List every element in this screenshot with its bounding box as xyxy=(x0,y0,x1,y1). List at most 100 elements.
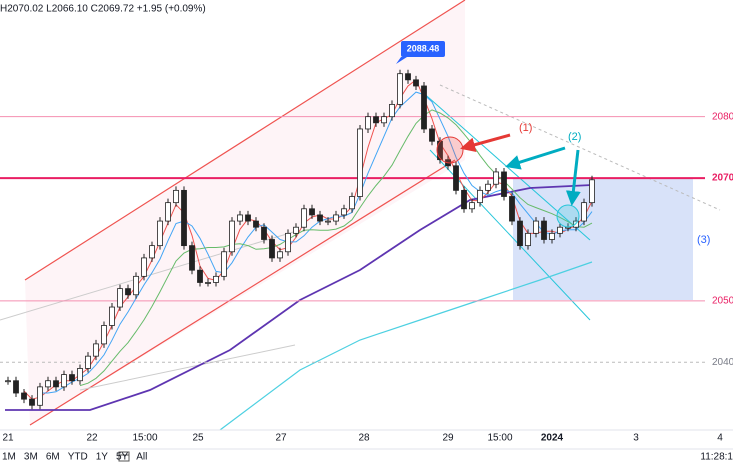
candle xyxy=(221,251,227,277)
candle xyxy=(341,208,347,216)
candle xyxy=(357,128,363,197)
callout-pointer xyxy=(396,57,407,64)
down-channel xyxy=(419,89,591,241)
candle xyxy=(205,282,211,284)
clock: 11:28:1 xyxy=(700,452,733,463)
candle xyxy=(29,398,35,406)
peak-label: 2088.48 xyxy=(407,43,440,53)
candle xyxy=(69,374,75,382)
candle xyxy=(589,179,595,204)
candle xyxy=(413,79,419,87)
candle xyxy=(269,239,275,259)
y-tick-label: 2080 xyxy=(712,111,733,122)
arrow-2 xyxy=(505,146,566,170)
candle xyxy=(37,386,43,406)
candle xyxy=(581,202,587,222)
candle xyxy=(453,165,459,191)
candle xyxy=(133,275,139,296)
candle xyxy=(253,220,259,228)
x-tick-label: 15:00 xyxy=(132,433,157,444)
ma-long xyxy=(5,184,593,411)
channel-lower xyxy=(29,159,456,426)
x-tick-label: 3 xyxy=(633,433,639,444)
ma-longest xyxy=(219,261,593,431)
circle-2 xyxy=(556,204,580,228)
range-button[interactable]: YTD xyxy=(68,452,88,463)
candle xyxy=(141,257,147,277)
x-tick-label: 21 xyxy=(2,433,14,444)
annotation: (1) xyxy=(519,122,532,134)
ohlc-header: H2070.02 L2066.10 C2069.72 +1.95 (+0.09%… xyxy=(0,4,206,15)
range-button[interactable]: All xyxy=(136,452,147,463)
range-button[interactable]: 3M xyxy=(24,452,38,463)
range-button[interactable]: 5Y xyxy=(116,452,129,463)
candle xyxy=(245,214,251,222)
x-tick-label: 25 xyxy=(192,433,204,444)
candle xyxy=(421,85,427,130)
range-button[interactable]: 6M xyxy=(46,452,60,463)
range-button[interactable]: 1M xyxy=(2,452,16,463)
candle xyxy=(485,183,491,191)
candle xyxy=(277,251,283,259)
channel-fill xyxy=(25,0,465,425)
candle xyxy=(229,220,235,253)
candle xyxy=(237,214,243,222)
y-tick-label: 2070 xyxy=(712,173,733,184)
candle xyxy=(381,116,387,124)
candle xyxy=(93,343,99,357)
candle xyxy=(501,171,507,197)
y-tick-label: 2050 xyxy=(712,296,733,307)
candle xyxy=(21,392,27,400)
candle xyxy=(493,171,499,185)
candle xyxy=(165,202,171,222)
candle xyxy=(389,103,395,118)
candle xyxy=(213,275,219,283)
x-tick-label: 29 xyxy=(442,433,454,444)
calendar-icon[interactable] xyxy=(118,451,130,462)
candle xyxy=(77,368,83,382)
circle-1 xyxy=(436,136,464,164)
candle xyxy=(5,380,11,383)
candle xyxy=(509,196,515,222)
candle xyxy=(149,245,155,259)
candle xyxy=(541,220,547,240)
toolbar: 11:28:1 1M 3M 6M YTD 1Y 5Y All xyxy=(2,451,733,463)
x-tick-label: 27 xyxy=(275,433,287,444)
candle xyxy=(405,73,411,81)
range-button[interactable]: 1Y xyxy=(96,452,109,463)
candle xyxy=(85,355,91,369)
candle xyxy=(469,202,475,210)
candle xyxy=(197,269,203,283)
candle xyxy=(317,214,323,222)
x-tick-label: 4 xyxy=(717,433,723,444)
candle xyxy=(13,380,19,394)
candle xyxy=(365,116,371,130)
candle xyxy=(525,232,531,247)
candle xyxy=(293,226,299,234)
candle xyxy=(157,220,163,247)
candle xyxy=(397,73,403,105)
candle xyxy=(333,214,339,222)
candle xyxy=(285,232,291,253)
candle xyxy=(45,380,51,388)
candle xyxy=(117,288,123,308)
arrow-1 xyxy=(460,133,511,153)
candle xyxy=(181,189,187,247)
candle xyxy=(477,189,483,204)
y-tick-label: 2040 xyxy=(712,357,733,368)
candle xyxy=(517,220,523,247)
candle xyxy=(53,380,59,388)
x-tick-label: 22 xyxy=(86,433,98,444)
arrow-2 xyxy=(565,149,581,206)
candle xyxy=(325,220,331,223)
candle xyxy=(557,226,563,234)
candle xyxy=(461,189,467,210)
candle xyxy=(189,245,195,271)
candle xyxy=(549,232,555,240)
candle xyxy=(109,306,115,326)
annotation: (3) xyxy=(697,234,710,246)
x-tick-label: 2024 xyxy=(541,433,564,444)
peak-callout xyxy=(401,41,445,57)
candle xyxy=(261,226,267,240)
